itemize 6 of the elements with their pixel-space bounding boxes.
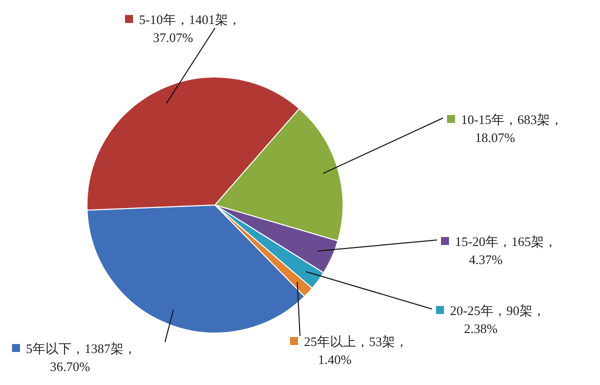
legend-label: 15-20年，165架，4.37% (455, 234, 557, 267)
legend-label: 20-25年，90架，2.38% (450, 303, 546, 336)
legend-label: 5年以下，1387架，36.70% (26, 341, 136, 374)
legend-label: 25年以上，53架，1.40% (304, 334, 408, 367)
legend-label: 5-10年，1401架，37.07% (139, 12, 241, 45)
legend-label: 10-15年，683架，18.07% (461, 112, 563, 145)
